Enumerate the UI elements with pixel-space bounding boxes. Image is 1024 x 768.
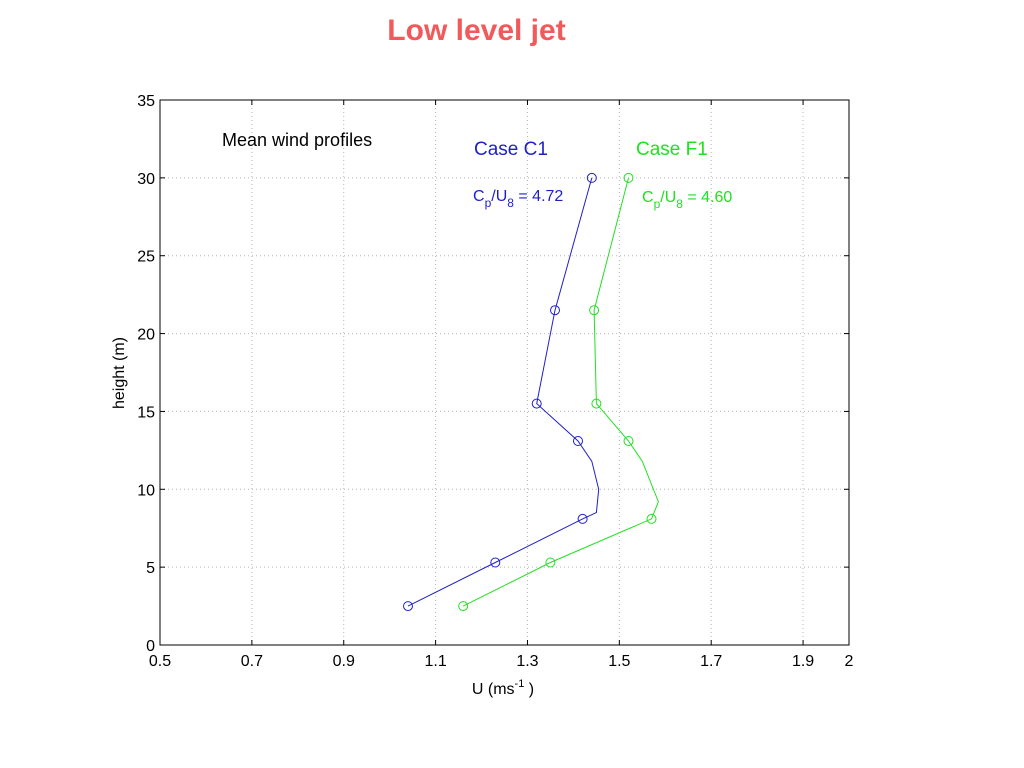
series-layer [403, 172, 659, 612]
data-point-marker [573, 436, 583, 446]
data-point-marker [646, 513, 657, 524]
y-tick-label: 25 [137, 249, 155, 266]
series-line-case-f1 [462, 177, 659, 607]
y-tick-label: 0 [146, 638, 155, 655]
data-point-marker [403, 601, 413, 612]
data-point-marker [531, 398, 542, 409]
data-point-marker [586, 172, 597, 183]
y-tick-label: 10 [137, 482, 155, 499]
series-label-case-c1: Case C1 [474, 139, 548, 160]
x-tick-label: 0.9 [333, 653, 355, 670]
y-tick-label: 15 [137, 404, 155, 421]
y-axis-label: height (m) [111, 337, 128, 409]
x-tick-label: 1.7 [700, 653, 722, 670]
series-line-case-c1 [407, 177, 600, 607]
data-point-marker [623, 436, 634, 446]
x-tick-label: 0.7 [241, 653, 263, 670]
x-tick-label: 1.3 [516, 653, 538, 670]
y-tick-label: 5 [146, 560, 155, 577]
data-point-marker [458, 601, 469, 612]
x-tick-label: 1.9 [792, 653, 814, 670]
ratio-label-case-c1: Cp/U8 = 4.72 [473, 188, 563, 210]
x-tick-label: 2 [845, 653, 854, 670]
ratio-label-case-f1: Cp/U8 = 4.60 [642, 189, 732, 211]
data-point-marker [490, 557, 501, 568]
data-point-marker [545, 557, 556, 568]
y-tick-label: 30 [137, 171, 155, 188]
y-tick-label: 35 [137, 93, 155, 110]
x-tick-label: 1.1 [424, 653, 446, 670]
series-label-case-f1: Case F1 [636, 139, 708, 160]
data-point-marker [577, 513, 588, 524]
data-point-marker [591, 398, 602, 409]
x-tick-label: 1.5 [608, 653, 630, 670]
x-tick-label: 0.5 [149, 653, 171, 670]
annotation-text: Mean wind profiles [222, 130, 372, 150]
data-point-marker [623, 172, 634, 183]
y-tick-label: 20 [137, 327, 155, 344]
grid-lines [160, 100, 849, 645]
plot-frame [159, 99, 850, 646]
x-axis-label: U (ms-1 ) [472, 678, 534, 698]
data-point-marker [550, 305, 560, 316]
data-point-marker [589, 305, 600, 316]
slide-title: Low level jet [387, 14, 566, 47]
